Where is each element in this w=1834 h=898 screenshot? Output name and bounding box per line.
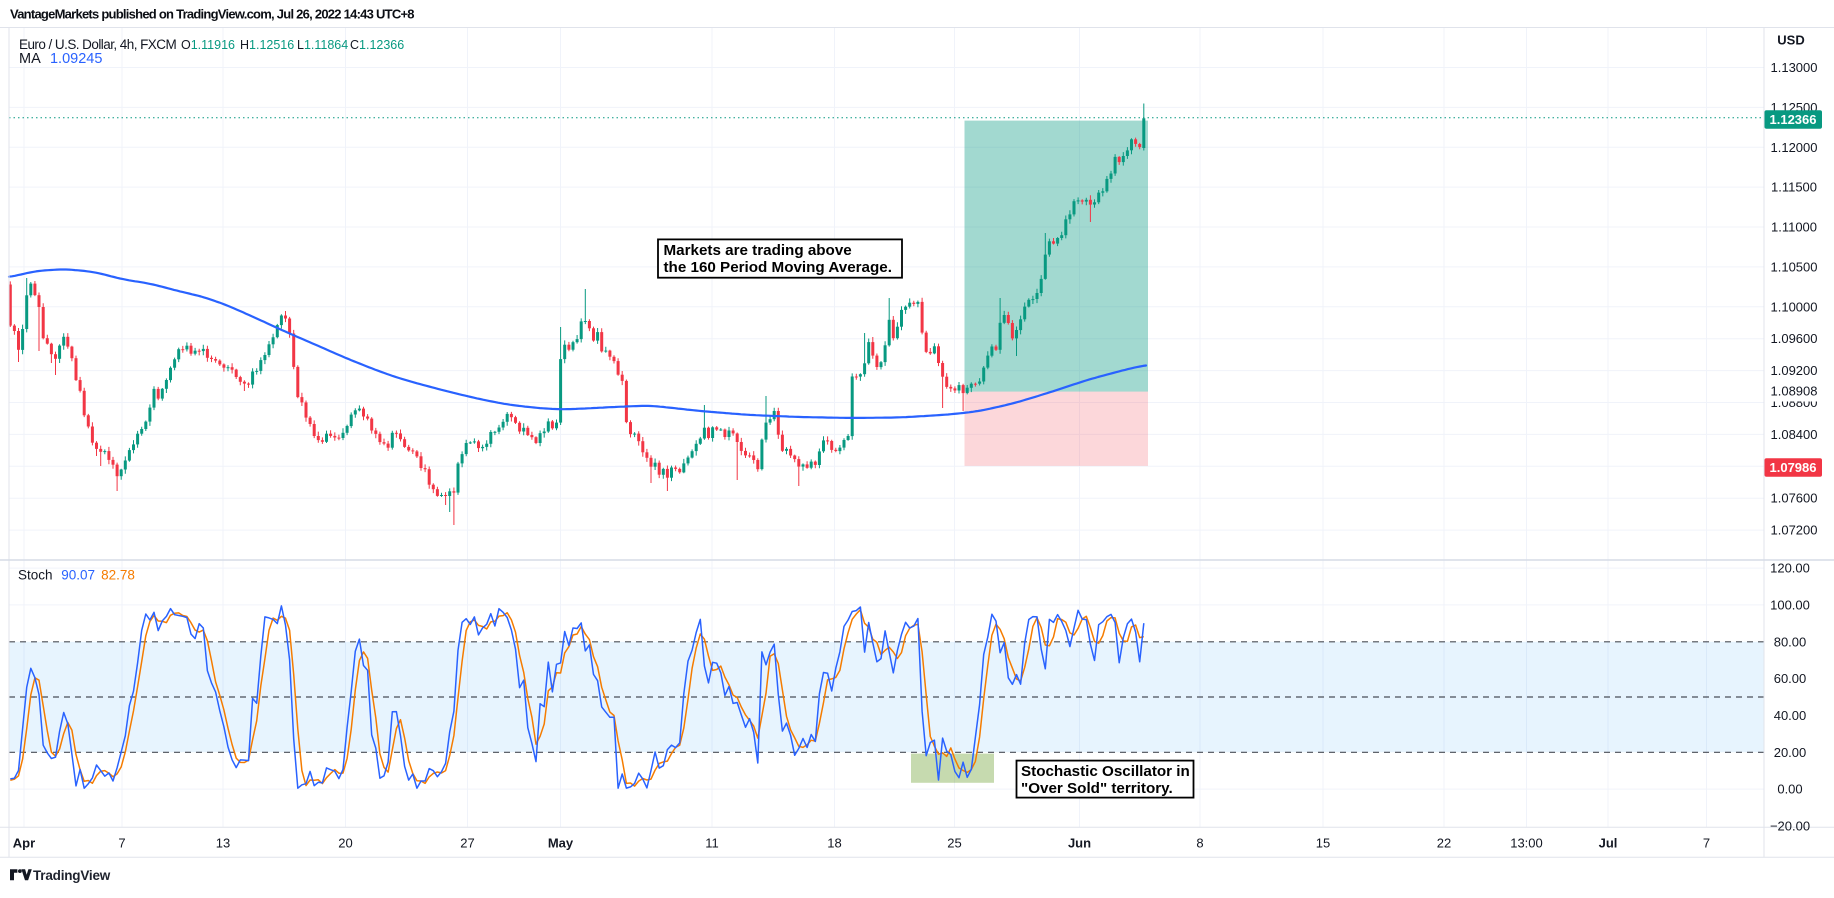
svg-text:1.10000: 1.10000: [1771, 299, 1818, 314]
svg-text:20: 20: [338, 836, 352, 851]
svg-text:15: 15: [1316, 836, 1330, 851]
svg-text:Jun: Jun: [1068, 836, 1091, 851]
svg-text:1.09200: 1.09200: [1771, 363, 1818, 378]
svg-text:1.07986: 1.07986: [1770, 460, 1817, 475]
svg-text:USD: USD: [1777, 33, 1804, 48]
svg-text:TradingView: TradingView: [33, 868, 111, 883]
svg-text:40.00: 40.00: [1774, 708, 1807, 723]
svg-text:MA 1.09245: MA 1.09245: [19, 51, 102, 67]
svg-text:7: 7: [1703, 836, 1710, 851]
svg-text:Jul: Jul: [1599, 836, 1618, 851]
svg-text:1.07200: 1.07200: [1771, 523, 1818, 538]
svg-text:1.11500: 1.11500: [1771, 180, 1817, 195]
svg-text:18: 18: [827, 836, 841, 851]
svg-text:8: 8: [1196, 836, 1203, 851]
svg-text:1.11000: 1.11000: [1771, 220, 1817, 235]
svg-text:120.00: 120.00: [1770, 561, 1810, 576]
svg-text:1.08400: 1.08400: [1771, 427, 1818, 442]
svg-text:100.00: 100.00: [1770, 597, 1810, 612]
svg-text:20.00: 20.00: [1774, 745, 1807, 760]
svg-text:the 160 Period Moving Average.: the 160 Period Moving Average.: [664, 259, 892, 276]
svg-text:1.07600: 1.07600: [1771, 491, 1818, 506]
svg-text:1.12000: 1.12000: [1771, 140, 1818, 155]
svg-text:"Over Sold" territory.: "Over Sold" territory.: [1021, 780, 1173, 797]
svg-text:May: May: [548, 836, 574, 851]
svg-text:Markets are trading above: Markets are trading above: [664, 242, 852, 259]
svg-text:13:00: 13:00: [1510, 836, 1543, 851]
svg-text:Apr: Apr: [13, 836, 35, 851]
svg-text:22: 22: [1437, 836, 1451, 851]
svg-text:80.00: 80.00: [1774, 634, 1807, 649]
svg-text:1.09600: 1.09600: [1771, 331, 1818, 346]
svg-text:1.12366: 1.12366: [1770, 112, 1817, 127]
svg-text:0.00: 0.00: [1777, 782, 1802, 797]
svg-text:27: 27: [460, 836, 474, 851]
svg-text:−20.00: −20.00: [1770, 818, 1810, 833]
svg-text:1.08908: 1.08908: [1771, 383, 1818, 398]
svg-text:Stochastic Oscillator in: Stochastic Oscillator in: [1021, 763, 1190, 780]
svg-text:13: 13: [216, 836, 230, 851]
svg-text:7: 7: [118, 836, 125, 851]
svg-text:1.13000: 1.13000: [1771, 60, 1818, 75]
svg-text:25: 25: [947, 836, 961, 851]
svg-text:VantageMarkets published on Tr: VantageMarkets published on TradingView.…: [10, 7, 414, 22]
svg-text:1.10500: 1.10500: [1771, 259, 1818, 274]
svg-text:11: 11: [705, 836, 719, 851]
svg-text:60.00: 60.00: [1774, 671, 1807, 686]
